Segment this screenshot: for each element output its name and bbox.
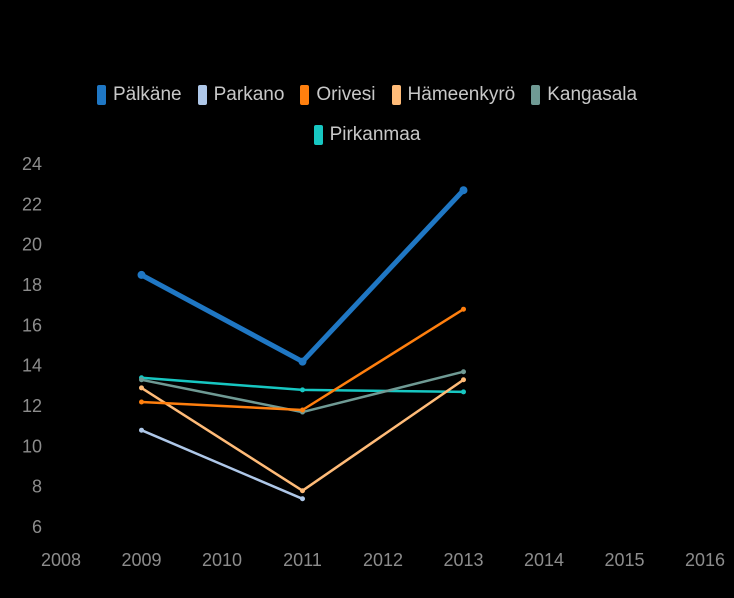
- y-tick-label-20: 20: [22, 235, 42, 255]
- series-line-0[interactable]: [139, 187, 466, 365]
- legend-item-pirkanmaa[interactable]: Pirkanmaa: [313, 124, 421, 146]
- legend-label-pirkanmaa: Pirkanmaa: [329, 124, 421, 145]
- legend-row-1: Pälkäne Parkano Orivesi Hämeenkyrö Kanga…: [0, 84, 734, 106]
- data-point-3-1[interactable]: [300, 488, 305, 494]
- data-point-4-2[interactable]: [461, 369, 466, 375]
- y-tick-label-24: 24: [22, 154, 42, 174]
- data-point-0-1[interactable]: [298, 357, 307, 366]
- data-point-2-0[interactable]: [139, 399, 144, 405]
- data-point-4-0[interactable]: [139, 377, 144, 383]
- legend-item-parkano[interactable]: Parkano: [197, 84, 285, 106]
- legend-swatch-pirkanmaa: [313, 125, 323, 145]
- legend-item-palkane[interactable]: Pälkäne: [96, 84, 182, 106]
- y-tick-label-8: 8: [32, 477, 42, 497]
- legend-row-2: Pirkanmaa: [0, 124, 734, 146]
- legend-item-hameenkyro[interactable]: Hämeenkyrö: [391, 84, 516, 106]
- data-point-3-0[interactable]: [139, 385, 144, 391]
- legend-swatch-palkane: [96, 85, 106, 105]
- data-point-2-1[interactable]: [300, 407, 305, 413]
- x-tick-label-2014: 2014: [524, 550, 564, 570]
- x-tick-label-2016: 2016: [685, 550, 725, 570]
- legend-item-kangasala[interactable]: Kangasala: [531, 84, 637, 106]
- legend-label-palkane: Pälkäne: [112, 84, 182, 105]
- legend-label-hameenkyro: Hämeenkyrö: [407, 84, 516, 105]
- y-tick-label-14: 14: [22, 356, 42, 376]
- y-tick-label-12: 12: [22, 396, 42, 416]
- x-tick-label-2015: 2015: [604, 550, 644, 570]
- data-point-1-0[interactable]: [139, 427, 144, 433]
- series-line-3[interactable]: [140, 378, 465, 492]
- x-tick-label-2011: 2011: [283, 550, 322, 570]
- data-point-0-2[interactable]: [459, 186, 468, 195]
- data-point-5-2[interactable]: [461, 389, 466, 395]
- y-tick-label-22: 22: [22, 194, 42, 214]
- y-tick-label-16: 16: [22, 315, 42, 335]
- x-tick-label-2012: 2012: [363, 550, 403, 570]
- legend-label-parkano: Parkano: [213, 84, 285, 105]
- legend-swatch-hameenkyro: [391, 85, 401, 105]
- data-point-1-1[interactable]: [300, 496, 305, 502]
- series-line-1[interactable]: [140, 428, 304, 501]
- x-tick-label-2008: 2008: [41, 550, 81, 570]
- x-tick-label-2013: 2013: [443, 550, 483, 570]
- legend-label-kangasala: Kangasala: [547, 84, 638, 105]
- legend-item-orivesi[interactable]: Orivesi: [300, 84, 376, 106]
- legend-swatch-orivesi: [300, 85, 310, 105]
- legend-swatch-kangasala: [531, 85, 541, 105]
- y-tick-label-10: 10: [22, 436, 42, 456]
- legend-label-orivesi: Orivesi: [316, 84, 376, 105]
- y-tick-label-18: 18: [22, 275, 42, 295]
- data-point-0-0[interactable]: [137, 270, 146, 279]
- data-point-5-1[interactable]: [300, 387, 305, 393]
- legend-swatch-parkano: [197, 85, 207, 105]
- data-point-3-2[interactable]: [461, 377, 466, 383]
- data-point-2-2[interactable]: [461, 306, 466, 312]
- x-tick-label-2010: 2010: [202, 550, 242, 570]
- x-tick-label-2009: 2009: [121, 550, 161, 570]
- y-tick-label-6: 6: [32, 517, 42, 537]
